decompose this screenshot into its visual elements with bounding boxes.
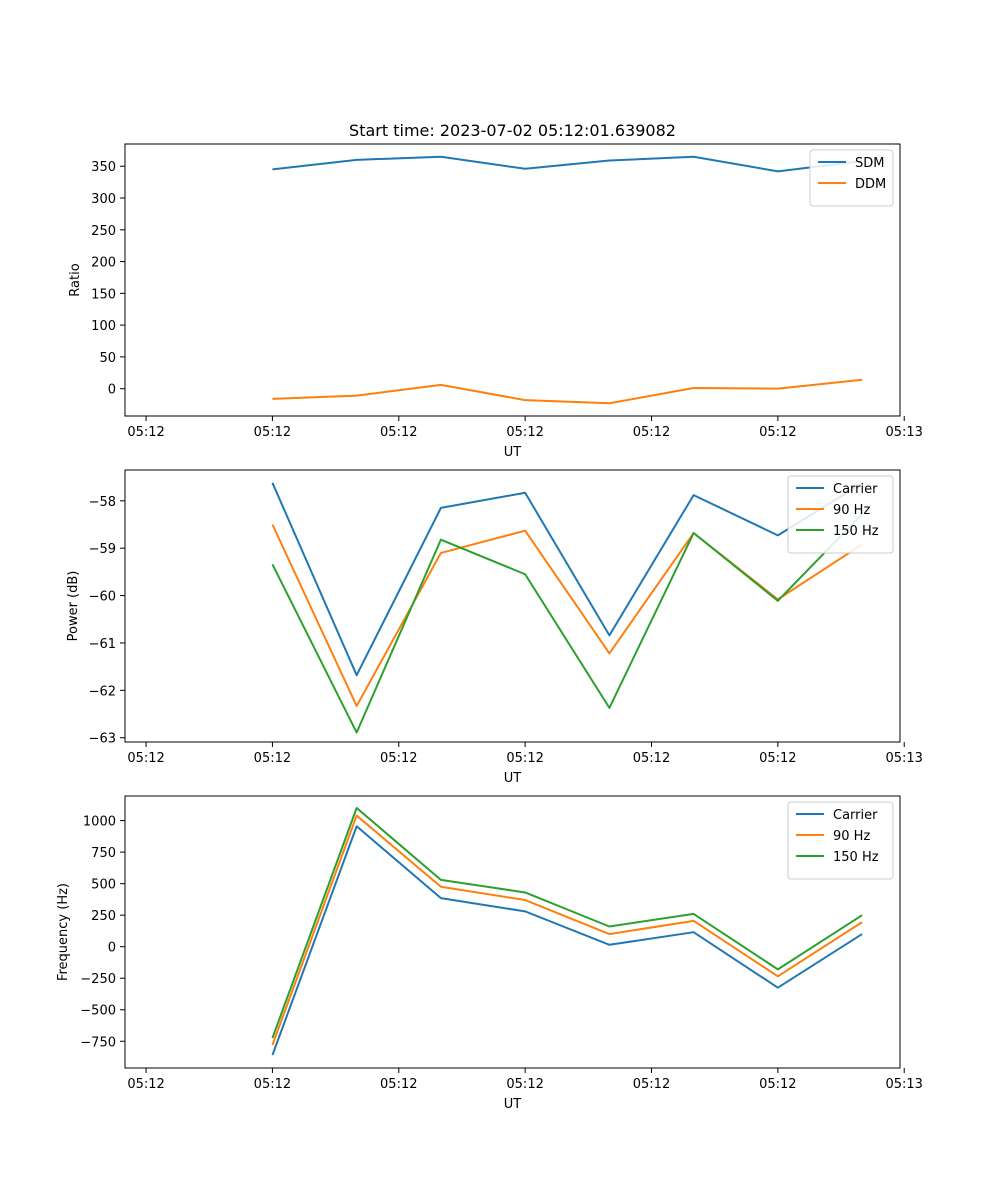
power-y-tick-label: −63 bbox=[89, 732, 116, 747]
frequency-y-tick-label: −750 bbox=[80, 1035, 116, 1050]
frequency-series-90-hz-line bbox=[271, 814, 863, 1046]
ratio-y-tick-label: 250 bbox=[91, 224, 116, 239]
ratio-x-tick-label: 05:13 bbox=[885, 425, 922, 440]
power-y-tick-label: −61 bbox=[89, 637, 116, 652]
ratio-x-axis-label: UT bbox=[504, 445, 522, 460]
power-y-tick-label: −62 bbox=[89, 684, 116, 699]
power-x-axis-label: UT bbox=[504, 771, 522, 786]
frequency-legend-label: 150 Hz bbox=[833, 850, 879, 865]
frequency-x-tick-label: 05:12 bbox=[254, 1077, 291, 1092]
ratio-x-tick-label: 05:12 bbox=[127, 425, 164, 440]
ratio-y-tick-label: 0 bbox=[108, 383, 116, 398]
frequency-x-tick-label: 05:12 bbox=[759, 1077, 796, 1092]
ratio-y-tick-label: 200 bbox=[91, 256, 116, 271]
power-x-tick-label: 05:12 bbox=[506, 751, 543, 766]
frequency-series-layer bbox=[271, 806, 863, 1056]
frequency-legend-box bbox=[787, 801, 894, 880]
power-x-axis: 05:12 05:12 05:12 05:12 05:12 05:12 05:13 bbox=[127, 742, 923, 766]
ratio-legend-label: DDM bbox=[855, 177, 886, 192]
frequency-y-tick-label: 1000 bbox=[83, 815, 116, 830]
frequency-series-carrier-line bbox=[271, 825, 863, 1056]
figure-title: Start time: 2023-07-02 05:12:01.639082 bbox=[349, 121, 676, 140]
panel-ratio: 05:12 05:12 05:12 05:12 05:12 05:12 05:13 0 50 1… bbox=[68, 143, 923, 460]
power-x-tick-label: 05:12 bbox=[127, 751, 164, 766]
power-y-tick-label: −59 bbox=[89, 542, 116, 557]
frequency-y-tick-label: −250 bbox=[80, 972, 116, 987]
ratio-x-tick-label: 05:12 bbox=[380, 425, 417, 440]
frequency-axes-box bbox=[124, 795, 901, 1069]
ratio-legend-label: SDM bbox=[855, 156, 884, 171]
frequency-y-tick-label: −500 bbox=[80, 1004, 116, 1019]
ratio-series-layer bbox=[272, 155, 863, 405]
ratio-y-tick-label: 350 bbox=[91, 160, 116, 175]
frequency-series-150-hz-line bbox=[271, 806, 863, 1039]
power-y-tick-label: −58 bbox=[89, 495, 116, 510]
power-legend-box bbox=[787, 475, 894, 554]
power-series-carrier-line bbox=[271, 482, 863, 677]
frequency-x-tick-label: 05:12 bbox=[633, 1077, 670, 1092]
frequency-x-axis: 05:12 05:12 05:12 05:12 05:12 05:12 05:13 bbox=[127, 1068, 923, 1092]
panel-power: 05:12 05:12 05:12 05:12 05:12 05:12 05:13 −63−… bbox=[66, 469, 923, 786]
frequency-x-tick-label: 05:12 bbox=[127, 1077, 164, 1092]
power-legend-label: Carrier bbox=[833, 482, 878, 497]
ratio-y-tick-label: 50 bbox=[99, 351, 116, 366]
frequency-legend-label: Carrier bbox=[833, 808, 878, 823]
ratio-axes-box bbox=[124, 143, 901, 417]
ratio-legend: SDM DDM bbox=[809, 149, 894, 207]
frequency-plot-frame bbox=[124, 795, 901, 1069]
frequency-y-tick-label: 0 bbox=[108, 941, 116, 956]
ratio-y-axis: 0 50 100 150 200 250 300 350 bbox=[91, 160, 125, 398]
frequency-y-axis: −750 −500 −250 0 250 500 750 1000 bbox=[80, 815, 125, 1050]
ratio-x-tick-label: 05:12 bbox=[254, 425, 291, 440]
frequency-x-axis-label: UT bbox=[504, 1097, 522, 1112]
panel-frequency: 05:12 05:12 05:12 05:12 05:12 05:12 05:13 −750… bbox=[56, 795, 923, 1112]
ratio-x-tick-label: 05:12 bbox=[759, 425, 796, 440]
power-x-tick-label: 05:12 bbox=[254, 751, 291, 766]
power-y-axis-label: Power (dB) bbox=[66, 571, 81, 642]
ratio-y-axis-label: Ratio bbox=[68, 263, 83, 296]
power-legend-label: 90 Hz bbox=[833, 503, 870, 518]
frequency-legend-label: 90 Hz bbox=[833, 829, 870, 844]
frequency-x-tick-label: 05:13 bbox=[885, 1077, 922, 1092]
ratio-x-tick-label: 05:12 bbox=[506, 425, 543, 440]
frequency-y-tick-label: 500 bbox=[91, 878, 116, 893]
ratio-x-tick-label: 05:12 bbox=[633, 425, 670, 440]
power-series-150-hz-line bbox=[271, 513, 863, 734]
ratio-legend-box bbox=[809, 149, 894, 207]
frequency-legend: Carrier 90 Hz 150 Hz bbox=[787, 801, 894, 880]
power-axes-box bbox=[124, 469, 901, 743]
ratio-x-axis: 05:12 05:12 05:12 05:12 05:12 05:12 05:13 bbox=[127, 416, 923, 440]
power-x-tick-label: 05:12 bbox=[759, 751, 796, 766]
power-series-layer bbox=[271, 482, 863, 734]
frequency-y-tick-label: 750 bbox=[91, 846, 116, 861]
power-y-tick-label: −60 bbox=[89, 590, 116, 605]
power-x-tick-label: 05:12 bbox=[633, 751, 670, 766]
power-x-tick-label: 05:12 bbox=[380, 751, 417, 766]
power-y-axis: −63 −62 −61 −60 −59 −58 bbox=[89, 495, 125, 747]
frequency-y-axis-label: Frequency (Hz) bbox=[56, 883, 71, 981]
ratio-y-tick-label: 100 bbox=[91, 319, 116, 334]
power-legend-label: 150 Hz bbox=[833, 524, 879, 539]
power-legend: Carrier 90 Hz 150 Hz bbox=[787, 475, 894, 554]
ratio-y-tick-label: 150 bbox=[91, 287, 116, 302]
frequency-x-tick-label: 05:12 bbox=[506, 1077, 543, 1092]
power-plot-frame bbox=[124, 469, 901, 743]
frequency-x-tick-label: 05:12 bbox=[380, 1077, 417, 1092]
ratio-y-tick-label: 300 bbox=[91, 192, 116, 207]
frequency-y-tick-label: 250 bbox=[91, 909, 116, 924]
ratio-series-sdm-line bbox=[272, 155, 863, 173]
power-x-tick-label: 05:13 bbox=[885, 751, 922, 766]
ratio-series-ddm-line bbox=[272, 378, 863, 405]
ratio-plot-frame bbox=[124, 143, 901, 417]
